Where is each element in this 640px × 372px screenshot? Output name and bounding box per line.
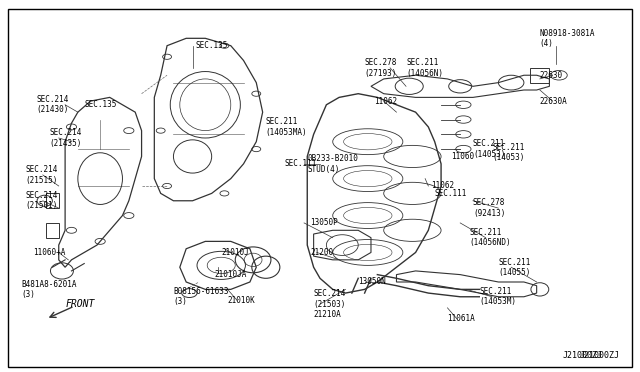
Text: 13050N: 13050N bbox=[358, 278, 386, 286]
Text: 21010K: 21010K bbox=[228, 296, 255, 305]
Text: 22630A: 22630A bbox=[540, 97, 568, 106]
Text: SEC.111: SEC.111 bbox=[435, 189, 467, 198]
Text: 11060+A: 11060+A bbox=[33, 248, 66, 257]
Text: SEC.111: SEC.111 bbox=[285, 159, 317, 169]
Text: SEC.135: SEC.135 bbox=[196, 41, 228, 50]
Text: SEC.214
(21515): SEC.214 (21515) bbox=[26, 165, 58, 185]
Text: 21200: 21200 bbox=[310, 248, 333, 257]
Text: SEC.211
(14053): SEC.211 (14053) bbox=[492, 143, 524, 163]
Text: 11062: 11062 bbox=[374, 97, 397, 106]
Text: B08156-61633
(3): B08156-61633 (3) bbox=[173, 287, 229, 307]
Text: SEC.211
(14056ND): SEC.211 (14056ND) bbox=[470, 228, 511, 247]
Text: B481A8-6201A
(3): B481A8-6201A (3) bbox=[22, 280, 77, 299]
Text: SEC.278
(92413): SEC.278 (92413) bbox=[473, 198, 506, 218]
Text: 11061A: 11061A bbox=[447, 314, 475, 323]
Text: SEC.211
(14053M): SEC.211 (14053M) bbox=[479, 287, 516, 307]
Text: 22630: 22630 bbox=[540, 71, 563, 80]
Text: J21000ZJ: J21000ZJ bbox=[579, 350, 620, 359]
Text: 11060: 11060 bbox=[451, 152, 474, 161]
Text: SEC.214
(21501): SEC.214 (21501) bbox=[26, 191, 58, 211]
Text: J21000ZJ: J21000ZJ bbox=[562, 351, 602, 360]
Text: FRONT: FRONT bbox=[65, 299, 95, 309]
Text: SEC.278
(27193): SEC.278 (27193) bbox=[365, 58, 397, 77]
Text: SEC.214
(21503)
21210A: SEC.214 (21503) 21210A bbox=[314, 289, 346, 319]
Text: 0B233-B2010
STUD(4): 0B233-B2010 STUD(4) bbox=[307, 154, 358, 174]
Text: 21010JA: 21010JA bbox=[215, 270, 247, 279]
Text: SEC.211
(14053): SEC.211 (14053) bbox=[473, 140, 506, 159]
Text: 13050P: 13050P bbox=[310, 218, 338, 227]
Text: SEC.211
(14053MA): SEC.211 (14053MA) bbox=[266, 117, 307, 137]
Text: SEC.211
(14055): SEC.211 (14055) bbox=[499, 257, 531, 277]
Text: N08918-3081A
(4): N08918-3081A (4) bbox=[540, 29, 595, 48]
Text: SEC.211
(14056N): SEC.211 (14056N) bbox=[406, 58, 443, 77]
Text: 11062: 11062 bbox=[431, 182, 454, 190]
Text: SEC.214
(21435): SEC.214 (21435) bbox=[49, 128, 81, 148]
Text: SEC.214
(21430): SEC.214 (21430) bbox=[36, 95, 69, 115]
Text: 21010J: 21010J bbox=[221, 248, 249, 257]
Text: SEC.135: SEC.135 bbox=[84, 100, 116, 109]
